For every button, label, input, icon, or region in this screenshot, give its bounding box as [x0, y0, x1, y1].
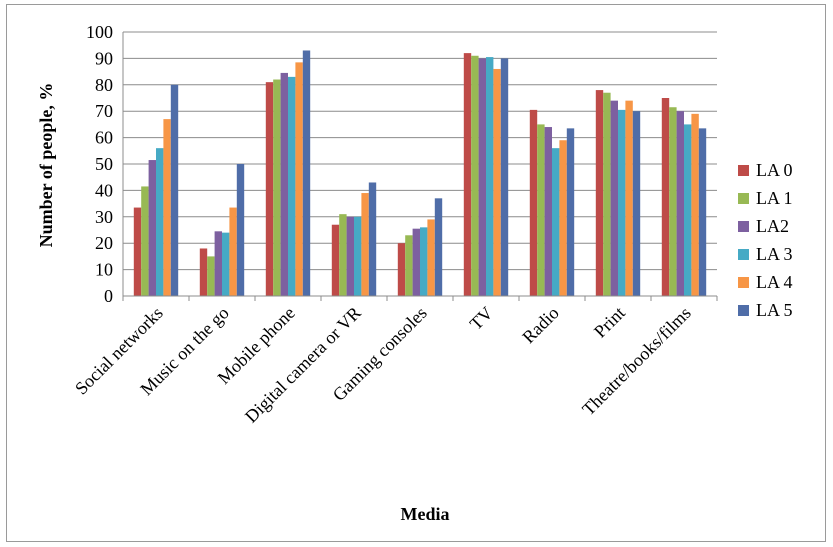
bar-la1	[339, 214, 347, 296]
bar-la4	[625, 100, 633, 296]
bar-la3	[288, 76, 296, 296]
legend-label: LA 5	[756, 300, 793, 320]
bar-la5	[302, 50, 311, 297]
x-category-label: Radio	[518, 303, 563, 348]
bar-la3	[156, 148, 164, 296]
y-tick-label: 10	[95, 260, 113, 280]
bar-la0	[595, 90, 604, 296]
bar-la1	[537, 124, 545, 297]
legend-swatch	[738, 277, 749, 288]
bar-la3	[552, 148, 560, 296]
bar-la1	[141, 186, 149, 296]
bars	[133, 50, 707, 297]
bar-la5	[500, 58, 509, 297]
bar-la5	[632, 111, 641, 296]
bar-la5	[566, 128, 575, 296]
bar-la2	[412, 228, 420, 296]
legend-label: LA2	[756, 216, 789, 236]
bar-la2	[214, 231, 222, 296]
bar-la0	[397, 243, 406, 296]
bar-la2	[676, 111, 684, 296]
legend-swatch	[738, 221, 749, 232]
bar-la5	[170, 84, 179, 296]
bar-la1	[603, 92, 611, 296]
bar-la1	[669, 107, 677, 297]
y-tick-label: 100	[86, 22, 113, 42]
bar-la0	[199, 248, 208, 296]
bar-la3	[486, 57, 494, 296]
legend-swatch	[738, 305, 749, 316]
legend-label: LA 0	[756, 160, 793, 180]
bar-la4	[691, 113, 699, 296]
bar-la1	[273, 79, 281, 297]
bar-la2	[610, 100, 618, 296]
bar-la5	[698, 128, 707, 296]
axes	[122, 32, 718, 301]
bar-la4	[559, 140, 567, 296]
bar-la4	[295, 62, 303, 296]
x-axis-title: Media	[401, 504, 450, 524]
y-tick-label: 20	[95, 233, 113, 253]
legend-label: LA 1	[756, 188, 793, 208]
legend: LA 0 LA 1 LA2 LA 3 LA 4 LA 5	[738, 160, 793, 320]
bar-la3	[618, 109, 626, 296]
y-tick-label: 40	[95, 180, 113, 200]
x-category-label: Print	[590, 303, 629, 342]
y-axis-ticks: 0 10 20 30 40 50 60 70 80 90 100	[86, 22, 113, 306]
y-axis-title: Number of people, %	[36, 83, 56, 248]
bar-la5	[434, 198, 443, 296]
x-category-label: Theatre/books/films	[578, 303, 695, 420]
bar-la1	[471, 55, 479, 297]
bar-la3	[354, 216, 362, 296]
bar-la2	[346, 216, 354, 296]
bar-la2	[148, 160, 156, 296]
bar-la4	[229, 207, 237, 296]
bar-la0	[331, 224, 340, 296]
bar-la4	[493, 68, 501, 297]
bar-la3	[222, 232, 230, 296]
y-tick-label: 80	[95, 75, 113, 95]
bar-la0	[661, 98, 670, 296]
y-tick-label: 90	[95, 48, 113, 68]
bar-la5	[368, 182, 377, 296]
bar-la2	[544, 127, 552, 296]
bar-la0	[133, 207, 142, 296]
legend-swatch	[738, 165, 749, 176]
x-category-label: TV	[466, 303, 497, 334]
y-tick-label: 30	[95, 207, 113, 227]
bar-la4	[427, 219, 435, 296]
bar-la1	[207, 256, 215, 296]
y-tick-label: 0	[104, 286, 113, 306]
y-tick-label: 50	[95, 154, 113, 174]
legend-label: LA 3	[756, 244, 793, 264]
bar-la3	[684, 124, 692, 297]
y-tick-label: 60	[95, 128, 113, 148]
legend-label: LA 4	[756, 272, 793, 292]
legend-swatch	[738, 193, 749, 204]
bar-la3	[420, 227, 428, 296]
legend-swatch	[738, 249, 749, 260]
bar-la1	[405, 235, 413, 296]
bar-la0	[529, 109, 538, 296]
bar-la0	[265, 82, 274, 296]
bar-la2	[478, 58, 486, 297]
bar-la4	[163, 119, 171, 297]
bar-la5	[236, 164, 245, 296]
bar-la4	[361, 193, 369, 296]
bar-la0	[463, 53, 472, 297]
y-tick-label: 70	[95, 101, 113, 121]
bar-la2	[280, 72, 288, 296]
x-category-label: Digital camera or VR	[241, 303, 365, 427]
